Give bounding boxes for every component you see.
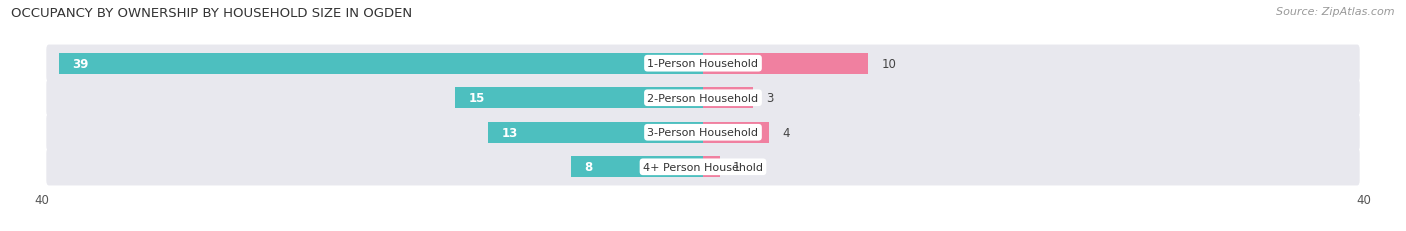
- Bar: [456, 88, 703, 109]
- Bar: [703, 156, 720, 178]
- Bar: [571, 156, 703, 178]
- Text: 3-Person Household: 3-Person Household: [648, 128, 758, 138]
- Text: Source: ZipAtlas.com: Source: ZipAtlas.com: [1277, 7, 1395, 17]
- Text: 39: 39: [72, 58, 89, 70]
- FancyBboxPatch shape: [46, 114, 1360, 151]
- Bar: [703, 88, 752, 109]
- Bar: [488, 122, 703, 143]
- Text: 4: 4: [782, 126, 790, 139]
- Text: 10: 10: [882, 58, 896, 70]
- FancyBboxPatch shape: [46, 45, 1360, 82]
- Text: 2-Person Household: 2-Person Household: [647, 93, 759, 103]
- Bar: [59, 53, 703, 75]
- Text: OCCUPANCY BY OWNERSHIP BY HOUSEHOLD SIZE IN OGDEN: OCCUPANCY BY OWNERSHIP BY HOUSEHOLD SIZE…: [11, 7, 412, 20]
- FancyBboxPatch shape: [46, 149, 1360, 186]
- Text: 3: 3: [766, 92, 773, 105]
- Text: 13: 13: [502, 126, 517, 139]
- Text: 1-Person Household: 1-Person Household: [648, 59, 758, 69]
- Bar: [703, 122, 769, 143]
- Text: 8: 8: [583, 161, 592, 173]
- FancyBboxPatch shape: [46, 80, 1360, 117]
- Bar: [703, 53, 868, 75]
- Text: 4+ Person Household: 4+ Person Household: [643, 162, 763, 172]
- Text: 15: 15: [468, 92, 485, 105]
- Text: 1: 1: [733, 161, 740, 173]
